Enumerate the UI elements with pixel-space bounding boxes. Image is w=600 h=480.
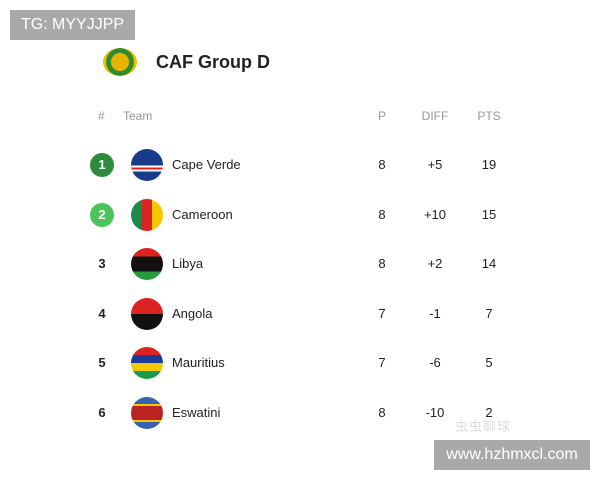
table-row[interactable]: 5 Mauritius 7 -6 5	[0, 343, 600, 383]
libya-flag-icon	[131, 248, 163, 280]
rank: 2	[90, 202, 114, 227]
rank: 6	[98, 404, 106, 420]
played: 8	[378, 157, 386, 172]
table-row[interactable]: 1 Cape Verde 8 +5 19	[0, 145, 600, 185]
eswatini-flag-icon	[131, 396, 163, 429]
angola-flag-icon	[131, 297, 163, 330]
cape-verde-flag-icon	[131, 149, 163, 181]
table-row[interactable]: 3 Libya 8 +2 14	[0, 244, 600, 284]
points: 19	[481, 157, 497, 172]
points: 7	[485, 305, 493, 321]
header-rank: #	[98, 109, 105, 123]
points: 2	[485, 404, 493, 420]
rank: 1	[90, 153, 114, 177]
goal-diff: -1	[429, 305, 441, 321]
header-team: Team	[123, 109, 153, 123]
table-row[interactable]: 6 Eswatini 8 -10 2	[0, 393, 600, 433]
cameroon-flag-icon	[131, 198, 163, 231]
table-row[interactable]: 4 Angola 7 -1 7	[0, 294, 600, 334]
tg-watermark: TG: MYYJJPP	[10, 10, 135, 40]
table-row[interactable]: 2 Cameroon 8 +10 15	[0, 195, 600, 235]
header-played: P	[377, 109, 386, 123]
goal-diff: -10	[425, 404, 445, 420]
site-watermark: www.hzhmxcl.com	[434, 440, 590, 470]
team-name[interactable]: Cameroon	[172, 206, 233, 222]
goal-diff: +10	[423, 206, 447, 222]
rank: 5	[98, 355, 106, 370]
played: 8	[378, 404, 386, 420]
faint-watermark: 虫虫聊球	[455, 419, 512, 434]
team-name[interactable]: Eswatini	[172, 404, 221, 420]
points: 15	[481, 206, 497, 222]
played: 7	[378, 305, 386, 321]
points: 14	[481, 256, 497, 271]
page-title: CAF Group D	[156, 52, 270, 72]
goal-diff: +5	[427, 157, 443, 172]
caf-logo-icon	[103, 48, 137, 76]
goal-diff: +2	[427, 256, 443, 271]
rank: 4	[98, 305, 106, 321]
team-name[interactable]: Angola	[172, 305, 213, 321]
rank: 3	[98, 256, 106, 271]
team-name[interactable]: Mauritius	[172, 355, 225, 370]
played: 7	[378, 355, 386, 370]
team-name[interactable]: Libya	[172, 256, 204, 271]
mauritius-flag-icon	[131, 347, 163, 379]
played: 8	[378, 256, 386, 271]
points: 5	[485, 355, 493, 370]
team-name[interactable]: Cape Verde	[172, 157, 241, 172]
header-diff: DIFF	[421, 109, 449, 123]
played: 8	[378, 206, 386, 222]
header-points: PTS	[477, 109, 501, 123]
goal-diff: -6	[429, 355, 441, 370]
